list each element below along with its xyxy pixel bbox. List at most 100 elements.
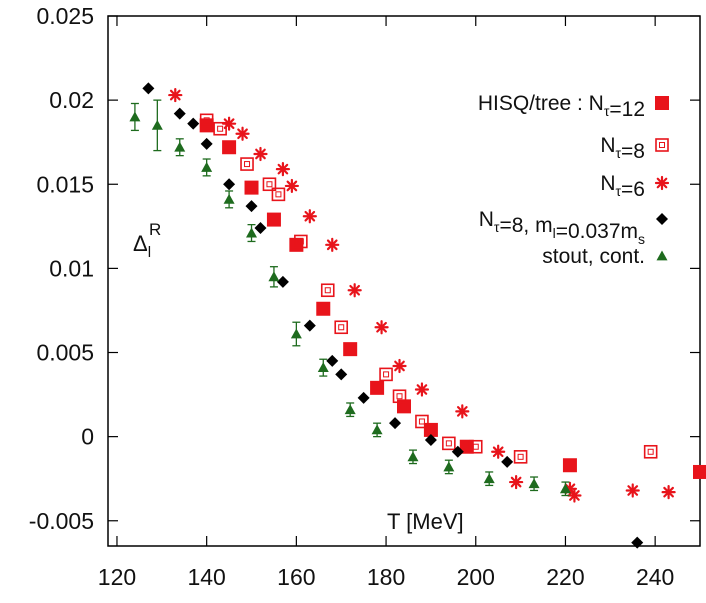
data-point <box>244 180 259 195</box>
data-point <box>370 380 385 395</box>
data-point <box>294 234 308 249</box>
data-point <box>266 212 281 227</box>
data-point <box>173 107 186 120</box>
data-point <box>271 187 286 202</box>
data-point <box>631 536 644 549</box>
data-point <box>528 478 540 489</box>
data-point <box>389 417 402 430</box>
axis-ticks: 120 140 160 180 200 220 240 0.025 0.02 0.015 0.01 0… <box>29 3 700 590</box>
legend-label: Nτ=8 <box>600 134 645 163</box>
data-point <box>254 222 267 234</box>
data-point <box>223 178 236 191</box>
y-tick-label: 0.01 <box>49 255 94 281</box>
legend-marker <box>656 213 668 225</box>
data-point <box>501 455 514 468</box>
data-point <box>513 450 528 464</box>
y-tick-label: -0.005 <box>29 508 94 534</box>
data-point <box>562 458 577 473</box>
legend-label: Nτ=6 <box>600 172 645 201</box>
legend-marker <box>654 175 670 191</box>
data-point <box>213 121 227 136</box>
data-point <box>129 111 141 122</box>
data-point <box>468 439 483 454</box>
y-tick-label: 0.02 <box>49 87 94 113</box>
data-point <box>276 275 289 288</box>
series-nt6 <box>168 87 676 503</box>
data-point <box>392 358 407 374</box>
data-point <box>317 362 329 373</box>
data-point <box>509 474 524 490</box>
legend-marker <box>655 138 669 152</box>
data-point <box>199 118 214 133</box>
data-point <box>289 237 304 252</box>
x-tick-label: 120 <box>98 564 136 590</box>
y-axis-label-sup: R <box>149 220 161 239</box>
data-point <box>168 87 183 103</box>
data-point <box>443 461 455 472</box>
data-point <box>442 436 456 451</box>
legend-marker <box>655 96 669 110</box>
series-stout <box>129 99 571 497</box>
data-point <box>201 161 213 172</box>
data-point <box>284 178 299 194</box>
data-point <box>424 434 437 446</box>
data-point <box>415 414 429 429</box>
data-point <box>559 483 571 494</box>
data-point <box>253 146 268 162</box>
data-point <box>343 342 358 357</box>
data-point <box>221 116 237 131</box>
data-point <box>414 382 430 397</box>
data-point <box>325 237 340 252</box>
data-point <box>303 319 316 332</box>
data-point <box>374 320 389 335</box>
data-point <box>262 177 277 192</box>
data-point <box>246 227 258 238</box>
legend-label: Nτ=8, ml=0.037ms <box>479 208 645 247</box>
legend-label: stout, cont. <box>542 245 645 268</box>
data-point <box>379 367 393 382</box>
data-point <box>326 354 339 367</box>
x-axis-label: T [MeV] <box>387 509 464 534</box>
data-point <box>397 399 411 414</box>
x-tick-label: 240 <box>636 564 674 590</box>
data-point <box>357 391 370 404</box>
y-tick-label: 0.005 <box>36 340 94 366</box>
legend-marker <box>656 250 668 261</box>
data-point <box>371 424 383 435</box>
y-axis-label: ΔlR <box>133 220 161 261</box>
series-nt8 <box>199 113 658 464</box>
data-point <box>407 451 419 462</box>
data-point <box>455 404 470 419</box>
data-point <box>268 271 280 282</box>
data-point <box>142 82 155 95</box>
data-point <box>200 137 213 150</box>
data-point <box>661 485 676 500</box>
x-tick-label: 180 <box>367 564 405 590</box>
data-point <box>483 473 495 484</box>
y-tick-label: 0.015 <box>36 171 94 197</box>
data-point <box>174 141 186 152</box>
y-axis-label-sub: l <box>148 244 151 261</box>
data-point <box>567 488 582 503</box>
data-point <box>392 389 407 404</box>
data-point <box>151 119 163 130</box>
data-point <box>275 162 291 177</box>
data-point <box>240 157 254 171</box>
data-point <box>235 126 250 141</box>
data-point <box>334 320 349 335</box>
series-nt12 <box>199 118 706 479</box>
data-point <box>316 301 331 316</box>
x-tick-label: 160 <box>277 564 315 590</box>
data-point <box>625 483 640 498</box>
data-point <box>643 444 658 459</box>
data-point <box>302 209 317 224</box>
data-marks <box>129 82 706 549</box>
x-tick-label: 140 <box>187 564 225 590</box>
data-point <box>347 283 362 298</box>
data-point <box>320 283 335 298</box>
legend-label: HISQ/tree : Nτ=12 <box>478 92 645 121</box>
data-point <box>335 368 348 381</box>
y-tick-label: 0.025 <box>36 3 94 29</box>
data-point <box>451 445 464 458</box>
